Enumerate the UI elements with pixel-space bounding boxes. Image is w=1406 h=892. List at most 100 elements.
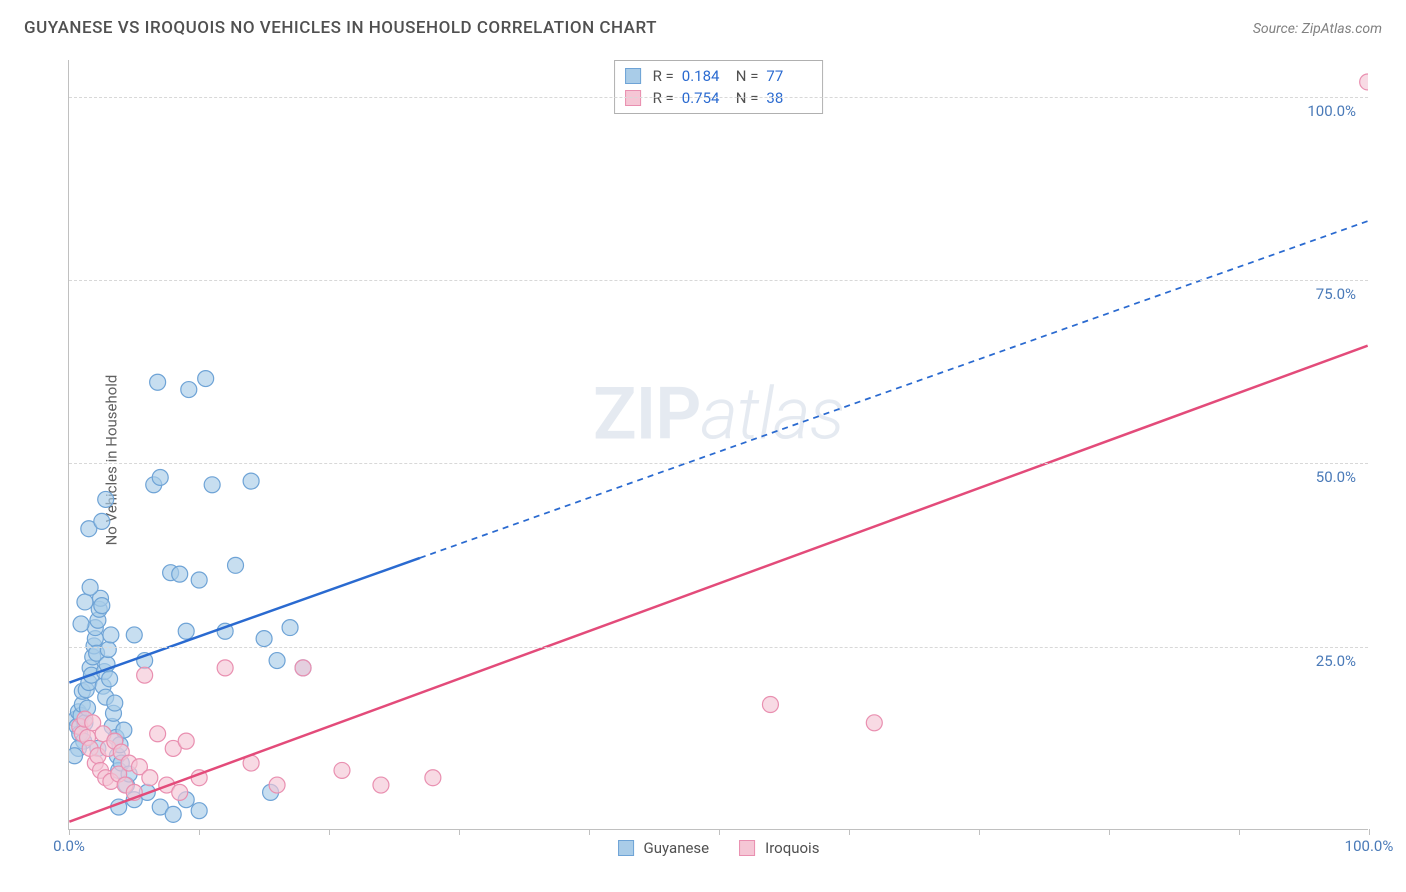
data-point	[82, 579, 98, 595]
data-point	[96, 664, 112, 680]
data-point	[178, 733, 194, 749]
data-point	[282, 620, 298, 636]
ytick-label: 75.0%	[1316, 285, 1356, 303]
data-point	[90, 740, 106, 756]
data-point	[269, 653, 285, 669]
data-point	[102, 671, 118, 687]
data-point	[87, 620, 103, 636]
data-point	[103, 627, 119, 643]
data-point	[139, 784, 155, 800]
legend-item-iroquois: Iroquois	[739, 839, 819, 857]
series-legend: Guyanese Iroquois	[618, 839, 820, 857]
data-point	[107, 733, 123, 749]
data-point	[70, 740, 86, 756]
data-point	[81, 675, 97, 691]
data-point	[295, 660, 311, 676]
data-point	[121, 755, 137, 771]
chart-svg	[69, 60, 1368, 829]
data-point	[69, 748, 83, 764]
data-point	[165, 740, 181, 756]
data-point	[121, 766, 137, 782]
data-point	[90, 748, 106, 764]
xtick	[329, 829, 330, 835]
xtick-label: 100.0%	[1345, 837, 1394, 855]
watermark: ZIPatlas	[593, 371, 844, 456]
data-point	[150, 374, 166, 390]
data-point	[70, 704, 86, 720]
data-point	[91, 601, 107, 617]
data-point	[191, 572, 207, 588]
data-point	[113, 755, 129, 771]
data-point	[425, 770, 441, 786]
data-point	[80, 700, 96, 716]
gridline	[69, 97, 1368, 98]
data-point	[866, 715, 882, 731]
data-point	[112, 737, 128, 753]
data-point	[126, 784, 142, 800]
data-point	[165, 806, 181, 822]
data-point	[95, 726, 111, 742]
data-point	[142, 770, 158, 786]
data-point	[163, 565, 179, 581]
data-point	[217, 660, 233, 676]
data-point	[243, 755, 259, 771]
data-point	[263, 784, 279, 800]
data-point	[77, 715, 93, 731]
gridline	[69, 280, 1368, 281]
data-point	[103, 773, 119, 789]
data-point	[172, 566, 188, 582]
data-point	[178, 792, 194, 808]
data-point	[762, 697, 778, 713]
data-point	[74, 683, 90, 699]
gridline	[69, 647, 1368, 648]
data-point	[1360, 74, 1368, 90]
data-point	[82, 660, 98, 676]
ytick-label: 100.0%	[1307, 102, 1356, 120]
xtick	[199, 829, 200, 835]
plot-area: ZIPatlas R = 0.184 N = 77 R = 0.754 N = …	[68, 60, 1368, 830]
data-point	[98, 491, 114, 507]
data-point	[152, 799, 168, 815]
data-point	[83, 667, 99, 683]
xtick	[849, 829, 850, 835]
data-point	[104, 718, 120, 734]
data-point	[93, 590, 109, 606]
data-point	[74, 726, 90, 742]
swatch-guyanese-icon	[618, 840, 634, 856]
data-point	[77, 711, 93, 727]
data-point	[191, 770, 207, 786]
data-point	[159, 777, 175, 793]
data-point	[78, 682, 94, 698]
xtick	[1109, 829, 1110, 835]
data-point	[137, 653, 153, 669]
chart-title: GUYANESE VS IROQUOIS NO VEHICLES IN HOUS…	[24, 18, 657, 38]
xtick	[589, 829, 590, 835]
data-point	[74, 697, 90, 713]
data-point	[117, 777, 133, 793]
data-point	[69, 718, 85, 734]
trend-line	[69, 346, 1367, 822]
xtick	[979, 829, 980, 835]
trend-line	[69, 558, 420, 683]
data-point	[126, 627, 142, 643]
data-point	[85, 649, 101, 665]
data-point	[172, 784, 188, 800]
data-point	[269, 777, 285, 793]
data-point	[126, 792, 142, 808]
xtick	[69, 829, 70, 835]
data-point	[111, 766, 127, 782]
data-point	[73, 707, 89, 723]
data-point	[243, 473, 259, 489]
gridline	[69, 463, 1368, 464]
swatch-iroquois	[625, 90, 641, 106]
data-point	[98, 689, 114, 705]
data-point	[72, 718, 88, 734]
ytick-label: 25.0%	[1316, 652, 1356, 670]
data-point	[181, 382, 197, 398]
data-point	[77, 594, 93, 610]
source-label: Source: ZipAtlas.com	[1253, 21, 1382, 37]
trend-line-extrapolated	[420, 221, 1368, 558]
data-point	[191, 803, 207, 819]
data-point	[94, 513, 110, 529]
data-point	[81, 521, 97, 537]
